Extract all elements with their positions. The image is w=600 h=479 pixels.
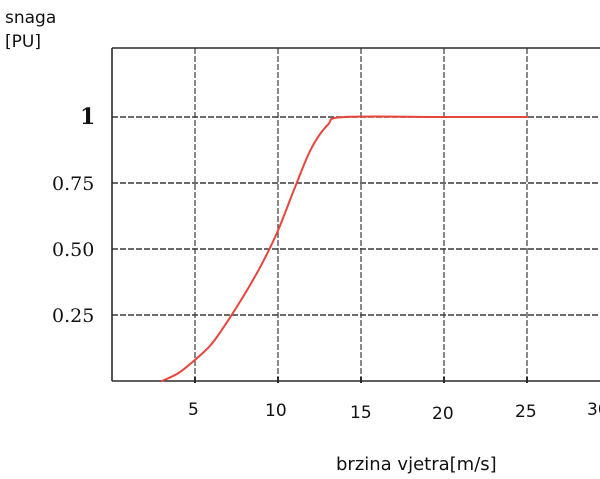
y-tick-label: 1 [80,104,95,130]
x-tick-label: 10 [265,401,287,421]
y-tick-label: 0.50 [52,239,94,261]
x-tick-label: 30 [587,400,600,420]
y-tick-label: 0.75 [52,173,94,195]
y-axis-label: snaga [5,8,56,28]
x-tick-label: 20 [432,404,454,424]
x-tick-label: 15 [350,403,372,423]
x-axis-label: brzina vjetra[m/s] [336,454,497,475]
x-tick-label: 25 [515,402,537,422]
grid-layer [112,48,600,381]
y-tick-label: 0.25 [52,305,94,327]
series-layer [160,115,528,382]
y-axis-label: [PU] [5,32,41,52]
x-tick-label: 5 [188,400,199,420]
label-layer: 1 0.75 0.50 0.25 5 10 15 20 25 30 snaga [PU] brzina … [5,8,600,475]
axis-layer [111,47,600,383]
power-curve-line [160,115,528,382]
